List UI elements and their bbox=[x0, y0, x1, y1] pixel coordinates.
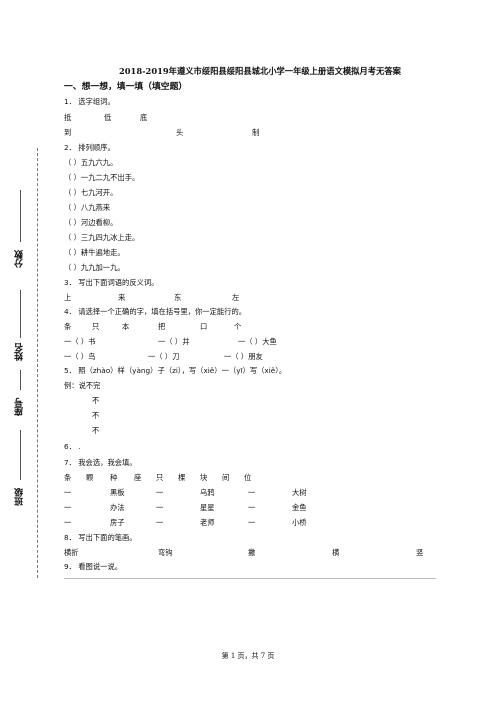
q7-cell: 一 bbox=[248, 503, 256, 512]
q3-word: 左 bbox=[232, 293, 240, 302]
q7-cell: 一 bbox=[248, 488, 256, 497]
q7-cell: 大树 bbox=[292, 488, 307, 497]
class-label: 班级 bbox=[15, 488, 25, 506]
q4-blank: 一（ ）鸟 bbox=[64, 352, 96, 361]
q7-cell: 小桥 bbox=[292, 518, 307, 527]
q7-cell: 一 bbox=[64, 503, 72, 512]
q7-char: 只 bbox=[156, 473, 164, 482]
q7-char: 颗 bbox=[86, 473, 94, 482]
q5-blank: 不 bbox=[92, 426, 100, 435]
q7-cell: 一 bbox=[64, 488, 72, 497]
q4-blank: 一（ ）书 bbox=[64, 337, 96, 346]
q7-cell: 一 bbox=[156, 488, 164, 497]
page-footer: 第 1 页，共 7 页 bbox=[221, 652, 275, 660]
name-label: 姓名 bbox=[15, 343, 25, 361]
q7-cell: 一 bbox=[248, 518, 256, 527]
q1-char: 到 bbox=[64, 128, 72, 137]
q8-stem: 8． 写出下面的笔画。 bbox=[64, 533, 137, 542]
q7-char: 位 bbox=[244, 473, 252, 482]
binding-line bbox=[37, 148, 38, 578]
page-title: 2018-2019年遵义市绥阳县绥阳县城北小学一年级上册语文模拟月考无答案 bbox=[119, 66, 401, 76]
q4-char: 条 bbox=[64, 322, 72, 331]
q3-stem: 3． 写出下面词语的反义词。 bbox=[64, 278, 159, 287]
q4-char: 把 bbox=[158, 322, 166, 331]
q2-item: （ ）耕牛遍地走。 bbox=[64, 248, 125, 257]
q7-char: 种 bbox=[110, 473, 118, 482]
q8-stroke: 弯钩 bbox=[158, 548, 173, 557]
q1-char: 头 bbox=[176, 128, 184, 137]
name-blank bbox=[20, 290, 21, 338]
score-blank bbox=[20, 190, 21, 242]
q4-blank: 一（ ）大鱼 bbox=[238, 337, 277, 346]
q1-char: 抵 bbox=[64, 113, 72, 122]
q7-cell: 一 bbox=[64, 518, 72, 527]
q2-stem: 2． 排列顺序。 bbox=[64, 143, 115, 152]
q7-cell: 一 bbox=[156, 518, 164, 527]
q7-char: 块 bbox=[200, 473, 208, 482]
seat-blank bbox=[20, 370, 21, 390]
q7-stem: 7． 我会选，我会填。 bbox=[64, 458, 137, 467]
q1-char: 底 bbox=[140, 113, 148, 122]
q4-blank: 一（ ）井 bbox=[158, 337, 190, 346]
q7-cell: 办法 bbox=[110, 503, 125, 512]
q4-blank: 一（ ）朋友 bbox=[224, 352, 263, 361]
section-heading: 一、想一想，填一填（填空题） bbox=[64, 82, 188, 92]
q2-item: （ ）一九二九不出手。 bbox=[64, 173, 140, 182]
class-blank bbox=[20, 430, 21, 480]
q2-item: （ ）九九加一九。 bbox=[64, 263, 125, 272]
q8-stroke: 竖 bbox=[416, 548, 424, 557]
q4-char: 口 bbox=[200, 322, 208, 331]
q7-cell: 房子 bbox=[110, 518, 125, 527]
q7-cell: 乌鸦 bbox=[200, 488, 215, 497]
q7-char: 座 bbox=[134, 473, 142, 482]
q3-word: 东 bbox=[174, 293, 182, 302]
q2-item: （ ）三九四九冰上走。 bbox=[64, 233, 140, 242]
bottom-divider bbox=[64, 578, 436, 579]
q4-blank: 一（ ）刀 bbox=[148, 352, 180, 361]
q2-item: （ ）七九河开。 bbox=[64, 188, 118, 197]
q7-char: 棵 bbox=[178, 473, 186, 482]
q4-stem: 4． 请选择一个正确的字，填在括号里，你一定能行的。 bbox=[64, 307, 247, 316]
q3-word: 来 bbox=[118, 293, 126, 302]
q2-item: （ ）五九六九。 bbox=[64, 158, 118, 167]
q4-char: 个 bbox=[234, 322, 242, 331]
q1-stem: 1． 选字组词。 bbox=[64, 97, 115, 106]
q2-item: （ ）八九燕来 bbox=[64, 203, 111, 212]
seat-label: 座号 bbox=[15, 398, 25, 416]
q6-stem: 6． . bbox=[64, 442, 81, 451]
q7-cell: 星星 bbox=[200, 503, 215, 512]
q2-item: （ ）河边看柳。 bbox=[64, 218, 118, 227]
q8-stroke: 横 bbox=[332, 548, 340, 557]
q7-cell: 一 bbox=[156, 503, 164, 512]
q5-stem: 5． 照（zhào）样（yàng）子（zi），写（xiě）一（yī）写（xiě）… bbox=[64, 366, 287, 375]
q9-stem: 9． 看图说一说。 bbox=[64, 562, 123, 571]
q1-char: 制 bbox=[252, 128, 260, 137]
q4-char: 只 bbox=[92, 322, 100, 331]
q5-example: 例：说不完 bbox=[64, 381, 101, 390]
q7-cell: 黑板 bbox=[110, 488, 125, 497]
q4-char: 本 bbox=[122, 322, 130, 331]
q5-blank: 不 bbox=[92, 411, 100, 420]
q1-char: 低 bbox=[104, 113, 112, 122]
q5-blank: 不 bbox=[92, 396, 100, 405]
q3-word: 上 bbox=[64, 293, 72, 302]
score-label: 分数 bbox=[15, 250, 25, 268]
q7-char: 条 bbox=[64, 473, 72, 482]
q8-stroke: 横折 bbox=[64, 548, 79, 557]
q7-char: 间 bbox=[222, 473, 230, 482]
q7-cell: 金鱼 bbox=[292, 503, 307, 512]
q7-cell: 老师 bbox=[200, 518, 215, 527]
q8-stroke: 撇 bbox=[248, 548, 256, 557]
